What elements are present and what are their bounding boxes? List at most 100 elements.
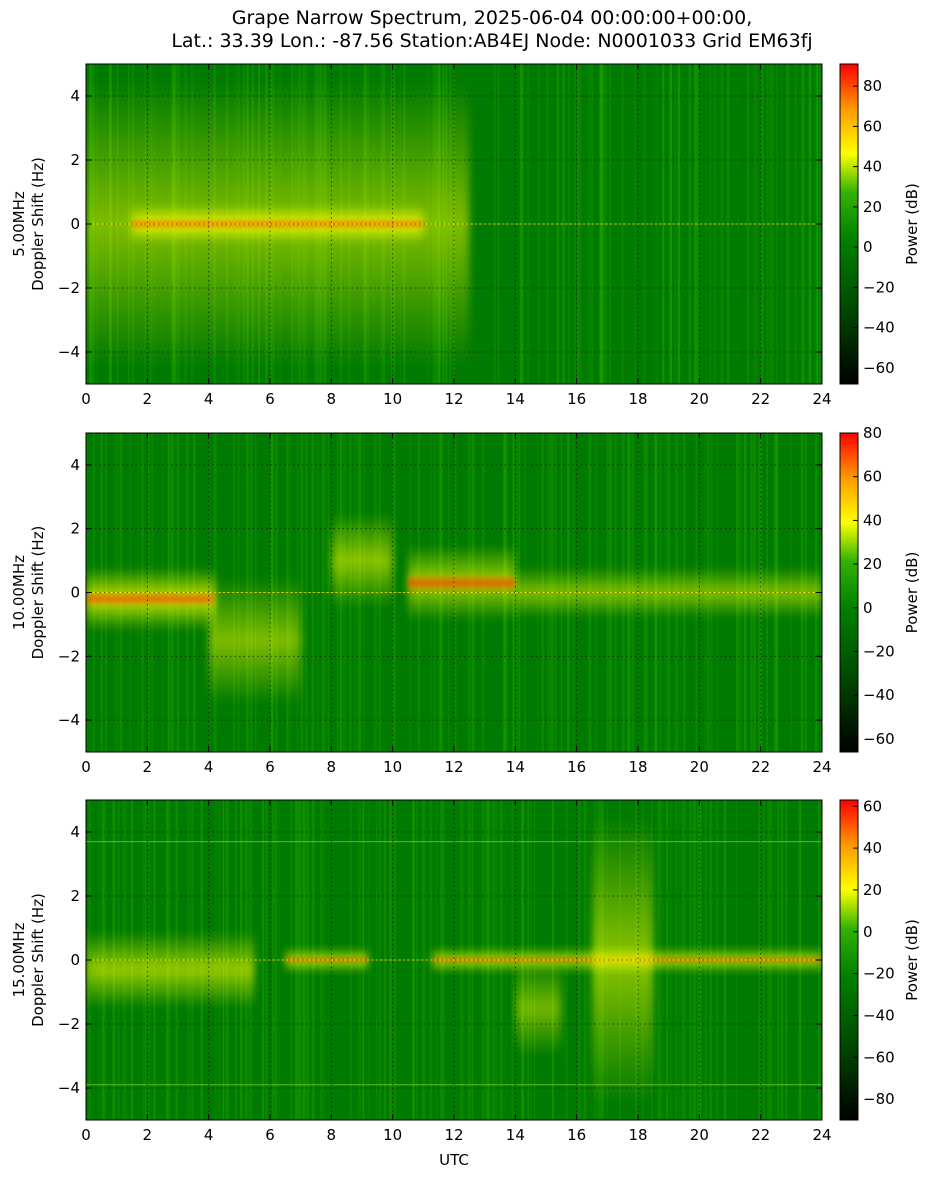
x-tick-label: 22: [751, 390, 770, 408]
x-tick-label: 12: [444, 758, 463, 776]
colorbar-tick-label: −40: [863, 686, 895, 704]
x-tick-label: 10: [383, 390, 402, 408]
y-tick-label: 2: [70, 520, 80, 538]
y-tick-label: −2: [58, 279, 80, 297]
x-tick-label: 16: [567, 1126, 586, 1144]
x-tick-label: 22: [751, 758, 770, 776]
x-tick-label: 18: [628, 390, 647, 408]
y-tick-label: −4: [58, 1079, 80, 1097]
x-tick-label: 16: [567, 390, 586, 408]
y-tick-label: 4: [70, 456, 80, 474]
y-tick-label: 2: [70, 887, 80, 905]
colorbar-tick-label: 80: [863, 424, 882, 442]
signal-core: [408, 573, 516, 593]
y-axis-label: Doppler Shift (Hz): [29, 157, 47, 291]
spectrogram-area: [86, 800, 822, 1120]
x-tick-label: 24: [812, 390, 831, 408]
x-tick-label: 8: [327, 1126, 337, 1144]
x-tick-label: 6: [265, 758, 275, 776]
colorbar-label: Power (dB): [903, 183, 921, 265]
x-tick-label: 24: [812, 758, 831, 776]
colorbar-tick-label: 60: [863, 797, 882, 815]
x-tick-label: 2: [143, 390, 153, 408]
colorbar-tick-label: −60: [863, 730, 895, 748]
colorbar-tick-label: −20: [863, 642, 895, 660]
y-tick-label: 0: [70, 584, 80, 602]
colorbar-tick-label: 60: [863, 468, 882, 486]
x-tick-label: 22: [751, 1126, 770, 1144]
y-axis-label-frequency: 5.00MHz: [10, 191, 28, 257]
colorbar-tick-label: −40: [863, 1006, 895, 1024]
x-tick-label: 14: [506, 1126, 525, 1144]
colorbar-tick-label: 80: [863, 77, 882, 95]
signal-core: [86, 590, 215, 607]
figure-title-line1: Grape Narrow Spectrum, 2025-06-04 00:00:…: [232, 7, 753, 29]
x-tick-label: 20: [690, 758, 709, 776]
colorbar-tick-label: 20: [863, 198, 882, 216]
x-tick-label: 16: [567, 758, 586, 776]
y-tick-label: 4: [70, 823, 80, 841]
signal-region: [86, 931, 255, 1008]
y-axis-label: Doppler Shift (Hz): [29, 893, 47, 1027]
spectrogram-area: [86, 64, 822, 384]
x-tick-label: 0: [81, 758, 91, 776]
x-tick-label: 18: [628, 1126, 647, 1144]
spectrogram-area: [86, 433, 822, 752]
x-tick-label: 4: [204, 390, 214, 408]
x-tick-label: 8: [327, 390, 337, 408]
colorbar-tick-label: −20: [863, 278, 895, 296]
y-tick-label: −4: [58, 711, 80, 729]
y-tick-label: −4: [58, 343, 80, 361]
x-tick-label: 10: [383, 1126, 402, 1144]
y-axis-label-frequency: 10.00MHz: [10, 555, 28, 630]
colorbar-tick-label: −60: [863, 1048, 895, 1066]
x-tick-label: 4: [204, 758, 214, 776]
colorbar-tick-label: 40: [863, 511, 882, 529]
colorbar-tick-label: 20: [863, 555, 882, 573]
x-tick-label: 2: [143, 1126, 153, 1144]
y-tick-label: 2: [70, 151, 80, 169]
colorbar-tick-label: 20: [863, 881, 882, 899]
x-tick-label: 20: [690, 1126, 709, 1144]
x-tick-label: 6: [265, 390, 275, 408]
x-tick-label: 6: [265, 1126, 275, 1144]
signal-region: [331, 512, 393, 609]
x-tick-label: 0: [81, 1126, 91, 1144]
x-axis-label: UTC: [439, 1151, 469, 1169]
y-tick-label: 0: [70, 215, 80, 233]
signal-region: [208, 576, 301, 705]
signal-region: [515, 960, 562, 1056]
y-tick-label: −2: [58, 647, 80, 665]
x-tick-label: 14: [506, 390, 525, 408]
colorbar-label: Power (dB): [903, 919, 921, 1001]
colorbar-tick-label: −20: [863, 965, 895, 983]
colorbar-tick-label: −80: [863, 1090, 895, 1108]
x-tick-label: 20: [690, 390, 709, 408]
colorbar-tick-label: −40: [863, 319, 895, 337]
y-tick-label: 4: [70, 87, 80, 105]
colorbar-tick-label: 0: [863, 599, 873, 617]
x-tick-label: 0: [81, 390, 91, 408]
x-tick-label: 14: [506, 758, 525, 776]
colorbar-tick-label: −60: [863, 359, 895, 377]
x-tick-label: 10: [383, 758, 402, 776]
y-tick-label: 0: [70, 951, 80, 969]
colorbar-tick-label: 40: [863, 158, 882, 176]
x-tick-label: 2: [143, 758, 153, 776]
colorbar: [839, 63, 859, 385]
x-tick-label: 24: [812, 1126, 831, 1144]
x-tick-label: 12: [444, 390, 463, 408]
y-tick-label: −2: [58, 1015, 80, 1033]
x-tick-label: 18: [628, 758, 647, 776]
colorbar-tick-label: 40: [863, 839, 882, 857]
y-axis-label: Doppler Shift (Hz): [29, 526, 47, 660]
colorbar: [839, 432, 859, 753]
x-tick-label: 12: [444, 1126, 463, 1144]
colorbar-tick-label: 60: [863, 117, 882, 135]
colorbar-label: Power (dB): [903, 552, 921, 634]
x-tick-label: 8: [327, 758, 337, 776]
